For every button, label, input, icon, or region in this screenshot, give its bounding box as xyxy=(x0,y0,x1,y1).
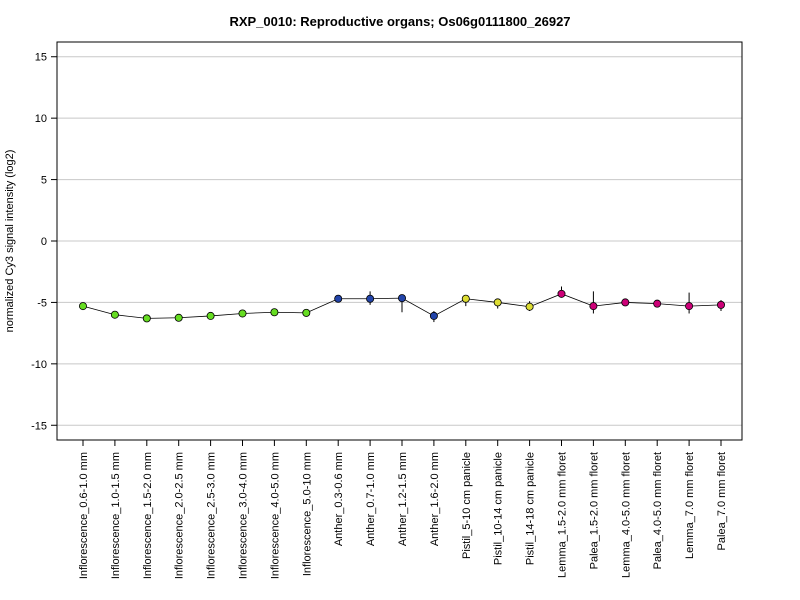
data-point xyxy=(717,300,726,309)
x-tick-label: Lemma_7.0 mm floret xyxy=(684,452,696,559)
data-point xyxy=(302,308,311,317)
x-tick-label: Lemma_4.0-5.0 mm floret xyxy=(620,452,632,578)
data-point xyxy=(79,302,88,311)
y-tick-label: 10 xyxy=(35,113,47,125)
x-tick-label: Inflorescence_5.0-10 mm xyxy=(301,452,313,576)
x-tick-label: Inflorescence_2.0-2.5 mm xyxy=(174,452,186,579)
x-tick-label: Pistil_5-10 cm panicle xyxy=(461,452,473,559)
x-tick-label: Lemma_1.5-2.0 mm floret xyxy=(557,452,569,578)
data-point xyxy=(397,294,406,303)
chart-title: RXP_0010: Reproductive organs; Os06g0111… xyxy=(229,14,571,29)
data-points xyxy=(79,289,726,323)
data-point xyxy=(589,302,598,311)
x-tick-label: Palea_4.0-5.0 mm floret xyxy=(652,452,664,569)
x-tick-label: Anther_0.7-1.0 mm xyxy=(365,452,377,546)
data-point xyxy=(429,311,438,320)
y-axis-label: normalized Cy3 signal intensity (log2) xyxy=(4,150,16,333)
data-point xyxy=(270,308,279,317)
data-point xyxy=(174,313,183,322)
x-tick-label: Palea_1.5-2.0 mm floret xyxy=(588,452,600,569)
data-point xyxy=(238,309,247,318)
x-tick-label: Palea_7.0 mm floret xyxy=(716,452,728,550)
x-tick-label: Inflorescence_4.0-5.0 mm xyxy=(269,452,281,579)
data-point xyxy=(685,302,694,311)
data-point xyxy=(557,289,566,298)
x-tick-label: Inflorescence_1.5-2.0 mm xyxy=(142,452,154,579)
x-tick-label: Pistil_14-18 cm panicle xyxy=(525,452,537,565)
x-tick-label: Anther_1.6-2.0 mm xyxy=(429,452,441,546)
x-axis: Inflorescence_0.6-1.0 mm Inflorescence_1.… xyxy=(78,440,728,579)
data-point xyxy=(366,294,375,303)
y-tick-label: -15 xyxy=(31,420,47,432)
y-tick-label: 0 xyxy=(41,236,47,248)
x-tick-label: Inflorescence_0.6-1.0 mm xyxy=(78,452,90,579)
y-axis: 15 10 5 0 -5 -10 -15 xyxy=(31,52,57,432)
data-point xyxy=(461,294,470,303)
y-tick-label: 5 xyxy=(41,175,47,187)
data-point xyxy=(525,302,534,311)
grid-layer xyxy=(57,56,742,426)
x-tick-label: Pistil_10-14 cm panicle xyxy=(493,452,505,565)
x-tick-label: Inflorescence_2.5-3.0 mm xyxy=(206,452,218,579)
y-tick-label: -5 xyxy=(37,297,47,309)
y-tick-label: 15 xyxy=(35,52,47,64)
x-tick-label: Anther_0.3-0.6 mm xyxy=(333,452,345,546)
data-point xyxy=(142,314,151,323)
data-point xyxy=(493,298,502,307)
x-tick-label: Inflorescence_1.0-1.5 mm xyxy=(110,452,122,579)
data-point xyxy=(206,311,215,320)
data-point xyxy=(653,299,662,308)
x-tick-label: Inflorescence_3.0-4.0 mm xyxy=(238,452,250,579)
data-point xyxy=(110,310,119,319)
data-point xyxy=(621,298,630,307)
x-tick-label: Anther_1.2-1.5 mm xyxy=(397,452,409,546)
data-point xyxy=(334,294,343,303)
y-tick-label: -10 xyxy=(31,359,47,371)
